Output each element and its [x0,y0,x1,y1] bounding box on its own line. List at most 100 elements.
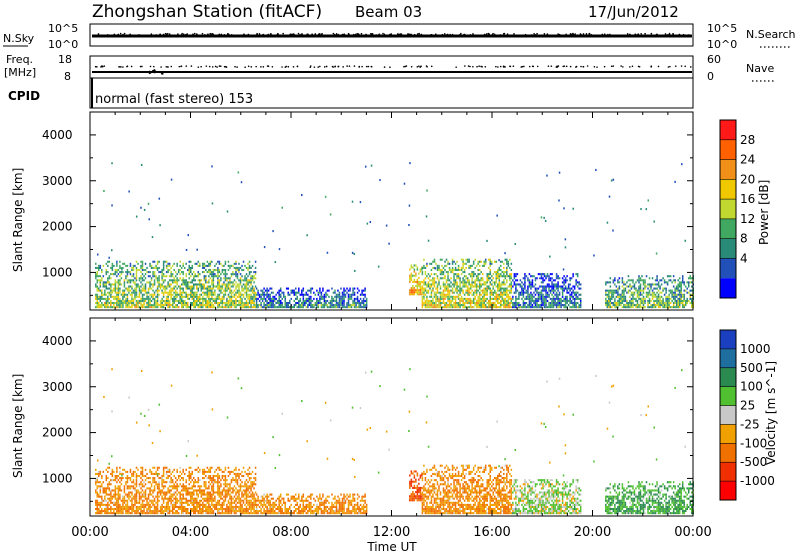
beam-label: Beam 03 [355,3,422,21]
power-cell [144,291,147,294]
power-cell [569,287,571,290]
power-cell [463,304,466,307]
velocity-cell [140,497,142,500]
power-cell [518,293,520,296]
velocity-cell [150,483,153,486]
power-cell [606,289,609,292]
power-cell [500,295,502,298]
power-cell [674,281,676,284]
power-cell [484,299,487,302]
power-cell [448,279,451,282]
velocity-cell [114,501,117,504]
power-cell [338,291,341,294]
power-cell [358,299,360,302]
power-cell [549,304,552,307]
power-cell [579,287,582,290]
power-cell [557,295,559,298]
power-cell [557,301,559,305]
power-cell [665,289,667,292]
power-cell [284,299,286,302]
power-cell [650,285,652,288]
power-cell [114,291,117,294]
power-cell [361,301,363,305]
velocity-cell [143,505,145,508]
velocity-cell [149,505,151,508]
power-cell [197,295,200,298]
power-cell [215,299,218,302]
power-cell [489,291,491,294]
power-cell [236,275,239,278]
power-cell [492,301,495,305]
noise-search-point [678,33,681,36]
power-cell [343,293,345,296]
power-cell [621,277,624,280]
velocity-cell [114,493,117,496]
velocity-cell [143,499,145,502]
power-cell [527,297,529,300]
power-cell [618,281,621,284]
power-cell [298,287,300,290]
power-cbar-label: Power [dB] [757,180,771,245]
power-cell [119,275,121,278]
power-cell [317,301,320,305]
power-cell [448,293,451,296]
power-cell [353,306,356,309]
power-cell [513,304,516,307]
power-cell [155,289,157,292]
velocity-cell [155,507,157,511]
power-cell [614,299,616,302]
power-cell [141,262,144,265]
power-cell [197,287,200,290]
power-cell [639,299,642,302]
power-cell [509,266,511,269]
power-cell [227,304,230,307]
velocity-cell [125,477,127,480]
power-cell [415,264,417,267]
power-cell [510,262,513,265]
power-cell [325,299,327,302]
power-cell [545,304,547,307]
power-cell [501,283,504,286]
power-cell [189,271,192,274]
power-cell [323,293,326,296]
power-cell [653,283,655,286]
power-cell [266,289,268,292]
velocity-cell [134,487,136,490]
velocity-cell [162,474,165,478]
power-cell [250,266,252,269]
power-cell [503,304,505,307]
power-cell [229,295,231,298]
power-cell [113,297,115,300]
power-cell [117,304,120,307]
power-cell [686,287,688,290]
power-cell [116,297,118,300]
power-cell [245,285,248,288]
power-cell [209,291,212,294]
velocity-cell [164,481,166,484]
power-cell [116,291,118,294]
power-cell [540,299,543,302]
power-cell [253,293,255,296]
power-cell [636,291,639,294]
power-cell [551,283,553,286]
power-cell [239,299,242,302]
power-cell [614,279,616,282]
power-cell [447,295,449,298]
power-cell [494,295,496,298]
power-cell [191,304,194,307]
nave-point [141,65,143,68]
power-cell [612,279,615,282]
power-cell [254,271,257,274]
power-cell [653,295,655,298]
power-cell [483,295,485,298]
velocity-cell [135,481,138,484]
power-cell [156,260,159,263]
power-cell [460,266,463,269]
power-cell [680,291,682,294]
power-cell [421,287,424,290]
power-cell [558,291,561,294]
power-cell [254,285,257,288]
power-cell [623,306,625,309]
power-cell [307,293,309,296]
power-cell [489,297,491,300]
